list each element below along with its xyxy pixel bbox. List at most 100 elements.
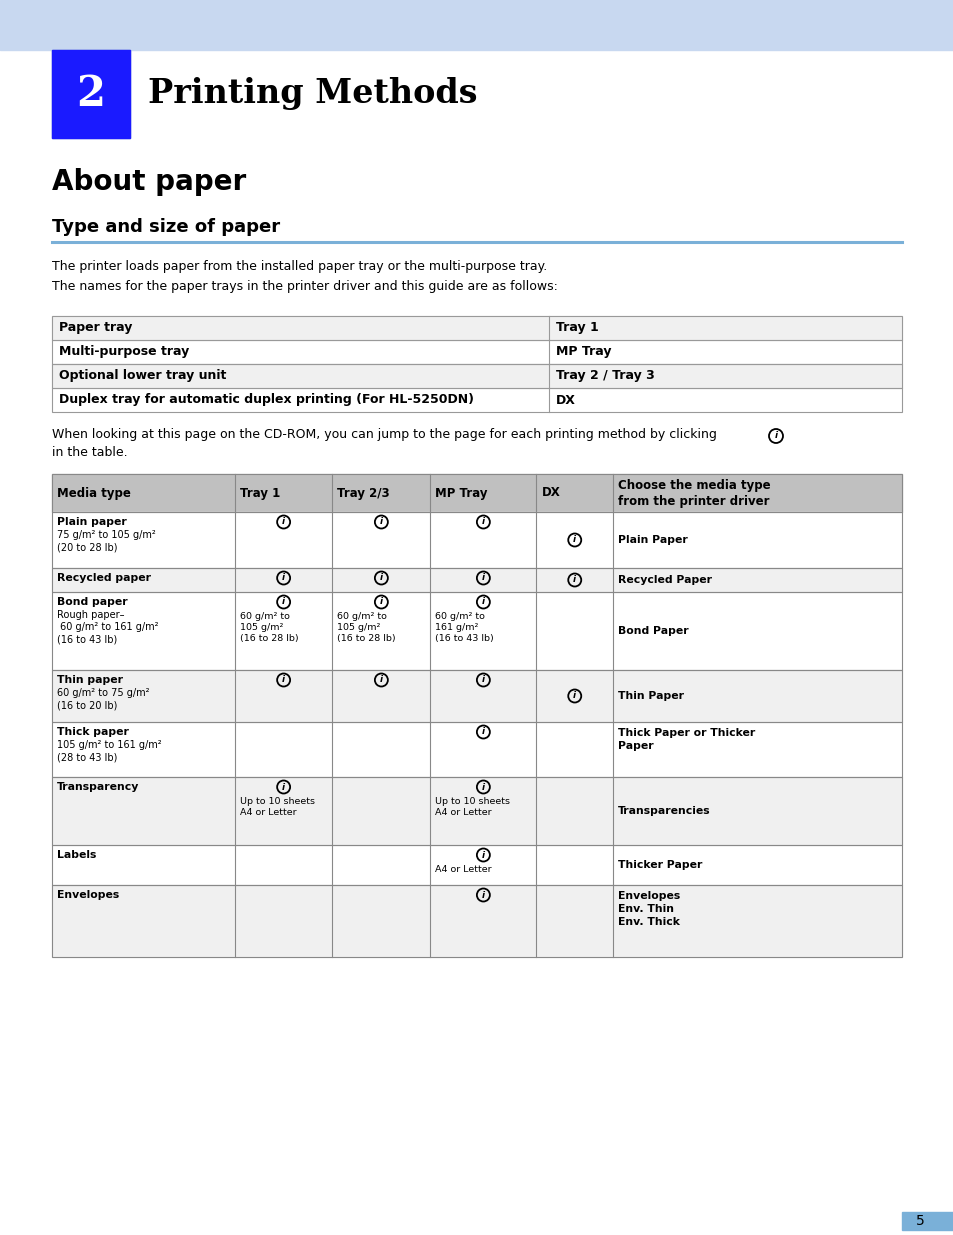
Text: 60 g/m² to
105 g/m²
(16 to 28 lb): 60 g/m² to 105 g/m² (16 to 28 lb)	[337, 613, 395, 643]
Bar	[901, 1212, 953, 1230]
Bar	[0, 0, 953, 49]
Bar	[52, 885, 901, 957]
Bar	[52, 316, 901, 340]
Bar	[52, 388, 901, 412]
Text: Transparencies: Transparencies	[618, 806, 710, 816]
Text: i: i	[282, 517, 285, 526]
Text: Up to 10 sheets
A4 or Letter: Up to 10 sheets A4 or Letter	[435, 797, 510, 818]
Text: 2: 2	[76, 73, 106, 115]
Text: i: i	[282, 598, 285, 606]
Text: Thick paper: Thick paper	[57, 727, 129, 737]
Text: Envelopes: Envelopes	[618, 890, 679, 902]
Text: Thick Paper or Thicker: Thick Paper or Thicker	[618, 727, 755, 739]
Bar	[52, 671, 901, 722]
Bar	[52, 845, 901, 885]
Text: Paper tray: Paper tray	[59, 321, 132, 335]
Text: i: i	[481, 890, 484, 899]
Text: Plain Paper: Plain Paper	[618, 535, 687, 545]
Text: About paper: About paper	[52, 168, 246, 196]
Bar	[52, 474, 901, 513]
Text: Choose the media type
from the printer driver: Choose the media type from the printer d…	[618, 478, 770, 508]
Bar	[52, 845, 901, 885]
Text: Env. Thick: Env. Thick	[618, 918, 679, 927]
Text: i: i	[481, 783, 484, 792]
Bar	[52, 592, 901, 671]
Text: i: i	[379, 517, 382, 526]
Bar	[52, 777, 901, 845]
Text: Env. Thin: Env. Thin	[618, 904, 673, 914]
Text: Paper: Paper	[618, 741, 653, 751]
Text: i: i	[774, 431, 777, 441]
Bar	[52, 364, 901, 388]
Text: i: i	[573, 692, 576, 700]
Text: Up to 10 sheets
A4 or Letter: Up to 10 sheets A4 or Letter	[239, 797, 314, 818]
Bar	[52, 671, 901, 722]
Text: 60 g/m² to
105 g/m²
(16 to 28 lb): 60 g/m² to 105 g/m² (16 to 28 lb)	[239, 613, 298, 643]
Text: MP Tray: MP Tray	[556, 346, 611, 358]
Text: Printing Methods: Printing Methods	[148, 78, 477, 110]
Text: in the table.: in the table.	[52, 446, 128, 459]
Text: i: i	[379, 676, 382, 684]
Text: i: i	[481, 727, 484, 736]
Text: i: i	[379, 598, 382, 606]
Text: Multi-purpose tray: Multi-purpose tray	[59, 346, 189, 358]
Text: DX: DX	[541, 487, 559, 499]
Text: A4 or Letter: A4 or Letter	[435, 864, 492, 874]
Text: i: i	[481, 676, 484, 684]
Text: Recycled paper: Recycled paper	[57, 573, 151, 583]
Bar	[52, 568, 901, 592]
Bar	[52, 513, 901, 568]
Bar	[52, 49, 130, 138]
Text: Labels: Labels	[57, 850, 96, 860]
Text: Bond Paper: Bond Paper	[618, 626, 688, 636]
Text: MP Tray: MP Tray	[435, 487, 487, 499]
Text: i: i	[481, 598, 484, 606]
Text: i: i	[573, 576, 576, 584]
Text: 60 g/m² to 75 g/m²
(16 to 20 lb): 60 g/m² to 75 g/m² (16 to 20 lb)	[57, 688, 150, 710]
Text: Envelopes: Envelopes	[57, 890, 119, 900]
Bar	[52, 885, 901, 957]
Bar	[52, 340, 901, 364]
Text: Type and size of paper: Type and size of paper	[52, 219, 280, 236]
Bar	[52, 474, 901, 513]
Text: i: i	[282, 783, 285, 792]
Bar	[52, 513, 901, 568]
Text: 60 g/m² to
161 g/m²
(16 to 43 lb): 60 g/m² to 161 g/m² (16 to 43 lb)	[435, 613, 494, 643]
Bar	[52, 592, 901, 671]
Bar	[52, 777, 901, 845]
Text: Transparency: Transparency	[57, 782, 139, 792]
Text: Tray 2 / Tray 3: Tray 2 / Tray 3	[556, 369, 655, 383]
Text: i: i	[379, 573, 382, 583]
Bar	[52, 722, 901, 777]
Bar	[52, 364, 901, 388]
Text: Recycled Paper: Recycled Paper	[618, 576, 711, 585]
Text: i: i	[481, 851, 484, 860]
Text: Plain paper: Plain paper	[57, 517, 127, 527]
Text: The names for the paper trays in the printer driver and this guide are as follow: The names for the paper trays in the pri…	[52, 280, 558, 293]
Text: Duplex tray for automatic duplex printing (For HL-5250DN): Duplex tray for automatic duplex printin…	[59, 394, 474, 406]
Text: Optional lower tray unit: Optional lower tray unit	[59, 369, 226, 383]
Bar	[52, 316, 901, 340]
Text: Tray 1: Tray 1	[239, 487, 280, 499]
Text: i: i	[282, 573, 285, 583]
Bar	[52, 568, 901, 592]
Bar	[52, 388, 901, 412]
Text: DX: DX	[556, 394, 576, 406]
Text: Thin paper: Thin paper	[57, 676, 123, 685]
Text: i: i	[573, 536, 576, 545]
Bar	[52, 49, 130, 138]
Text: Bond paper: Bond paper	[57, 597, 128, 606]
Text: Tray 1: Tray 1	[556, 321, 598, 335]
Text: i: i	[481, 517, 484, 526]
Bar	[52, 340, 901, 364]
Bar	[52, 722, 901, 777]
Text: The printer loads paper from the installed paper tray or the multi-purpose tray.: The printer loads paper from the install…	[52, 261, 547, 273]
Text: i: i	[282, 676, 285, 684]
Text: 75 g/m² to 105 g/m²
(20 to 28 lb): 75 g/m² to 105 g/m² (20 to 28 lb)	[57, 530, 155, 552]
Text: Thin Paper: Thin Paper	[618, 692, 683, 701]
Text: 5: 5	[915, 1214, 923, 1228]
Text: Thicker Paper: Thicker Paper	[618, 860, 701, 869]
Text: When looking at this page on the CD-ROM, you can jump to the page for each print: When looking at this page on the CD-ROM,…	[52, 429, 716, 441]
Text: Rough paper–
 60 g/m² to 161 g/m²
(16 to 43 lb): Rough paper– 60 g/m² to 161 g/m² (16 to …	[57, 610, 158, 645]
Text: i: i	[481, 573, 484, 583]
